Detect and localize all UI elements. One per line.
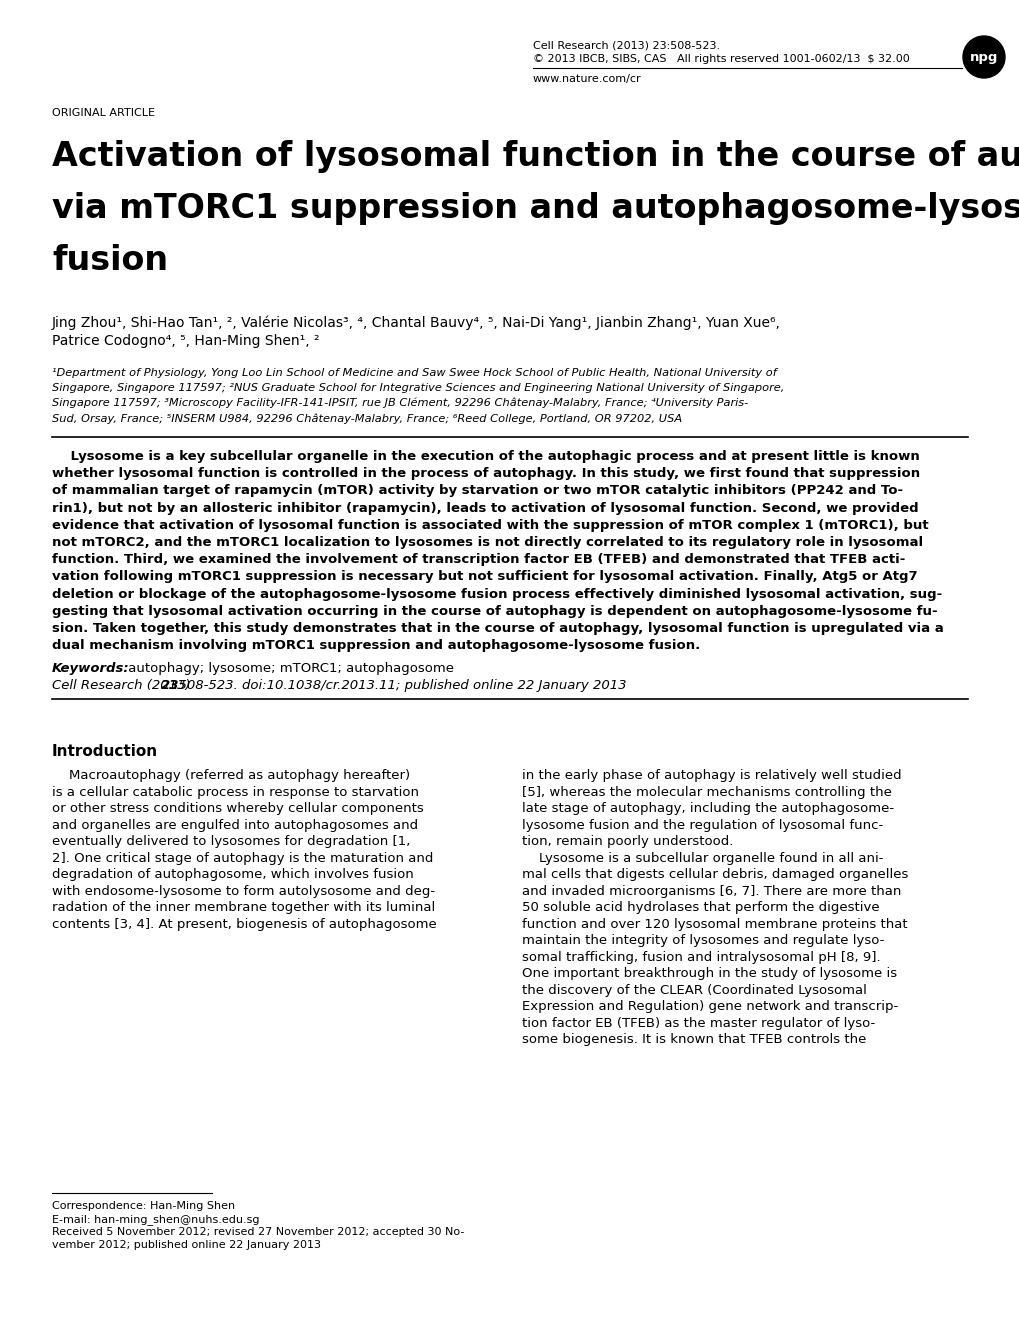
Text: with endosome-lysosome to form autolysosome and deg-: with endosome-lysosome to form autolysos… bbox=[52, 885, 435, 898]
Text: and organelles are engulfed into autophagosomes and: and organelles are engulfed into autopha… bbox=[52, 818, 418, 832]
Text: is a cellular catabolic process in response to starvation: is a cellular catabolic process in respo… bbox=[52, 786, 419, 798]
Text: lysosome fusion and the regulation of lysosomal func-: lysosome fusion and the regulation of ly… bbox=[522, 818, 882, 832]
Circle shape bbox=[962, 36, 1004, 77]
Text: Macroautophagy (referred as autophagy hereafter): Macroautophagy (referred as autophagy he… bbox=[52, 769, 410, 782]
Text: function. Third, we examined the involvement of transcription factor EB (TFEB) a: function. Third, we examined the involve… bbox=[52, 553, 905, 566]
Text: vember 2012; published online 22 January 2013: vember 2012; published online 22 January… bbox=[52, 1240, 321, 1250]
Text: sion. Taken together, this study demonstrates that in the course of autophagy, l: sion. Taken together, this study demonst… bbox=[52, 622, 943, 635]
Text: [5], whereas the molecular mechanisms controlling the: [5], whereas the molecular mechanisms co… bbox=[522, 786, 891, 798]
Text: Jing Zhou¹, Shi-Hao Tan¹, ², Valérie Nicolas³, ⁴, Chantal Bauvy⁴, ⁵, Nai-Di Yang: Jing Zhou¹, Shi-Hao Tan¹, ², Valérie Nic… bbox=[52, 315, 781, 330]
Text: or other stress conditions whereby cellular components: or other stress conditions whereby cellu… bbox=[52, 802, 423, 816]
Text: some biogenesis. It is known that TFEB controls the: some biogenesis. It is known that TFEB c… bbox=[522, 1033, 865, 1047]
Text: Lysosome is a subcellular organelle found in all ani-: Lysosome is a subcellular organelle foun… bbox=[522, 852, 882, 865]
Text: 2]. One critical stage of autophagy is the maturation and: 2]. One critical stage of autophagy is t… bbox=[52, 852, 433, 865]
Text: Received 5 November 2012; revised 27 November 2012; accepted 30 No-: Received 5 November 2012; revised 27 Nov… bbox=[52, 1227, 464, 1238]
Text: Keywords:: Keywords: bbox=[52, 662, 129, 676]
Text: contents [3, 4]. At present, biogenesis of autophagosome: contents [3, 4]. At present, biogenesis … bbox=[52, 918, 436, 930]
Text: radation of the inner membrane together with its luminal: radation of the inner membrane together … bbox=[52, 901, 435, 914]
Text: gesting that lysosomal activation occurring in the course of autophagy is depend: gesting that lysosomal activation occurr… bbox=[52, 605, 936, 618]
Text: 23: 23 bbox=[161, 680, 179, 693]
Text: late stage of autophagy, including the autophagosome-: late stage of autophagy, including the a… bbox=[522, 802, 894, 816]
Text: function and over 120 lysosomal membrane proteins that: function and over 120 lysosomal membrane… bbox=[522, 918, 907, 930]
Text: not mTORC2, and the mTORC1 localization to lysosomes is not directly correlated : not mTORC2, and the mTORC1 localization … bbox=[52, 535, 922, 549]
Text: fusion: fusion bbox=[52, 244, 168, 276]
Text: via mTORC1 suppression and autophagosome-lysosome: via mTORC1 suppression and autophagosome… bbox=[52, 192, 1019, 226]
Text: Activation of lysosomal function in the course of autophagy: Activation of lysosomal function in the … bbox=[52, 140, 1019, 174]
Text: www.nature.com/cr: www.nature.com/cr bbox=[533, 73, 641, 84]
Text: Cell Research (2013): Cell Research (2013) bbox=[52, 680, 195, 693]
Text: Introduction: Introduction bbox=[52, 745, 158, 760]
Text: maintain the integrity of lysosomes and regulate lyso-: maintain the integrity of lysosomes and … bbox=[522, 934, 883, 948]
Text: npg: npg bbox=[969, 51, 998, 64]
Text: Patrice Codogno⁴, ⁵, Han-Ming Shen¹, ²: Patrice Codogno⁴, ⁵, Han-Ming Shen¹, ² bbox=[52, 334, 319, 348]
Text: whether lysosomal function is controlled in the process of autophagy. In this st: whether lysosomal function is controlled… bbox=[52, 467, 919, 481]
Text: dual mechanism involving mTORC1 suppression and autophagosome-lysosome fusion.: dual mechanism involving mTORC1 suppress… bbox=[52, 639, 700, 653]
Text: tion factor EB (TFEB) as the master regulator of lyso-: tion factor EB (TFEB) as the master regu… bbox=[522, 1017, 874, 1029]
Text: Cell Research (2013) 23:508-523.: Cell Research (2013) 23:508-523. bbox=[533, 40, 719, 49]
Text: evidence that activation of lysosomal function is associated with the suppressio: evidence that activation of lysosomal fu… bbox=[52, 519, 927, 531]
Text: degradation of autophagosome, which involves fusion: degradation of autophagosome, which invo… bbox=[52, 868, 414, 881]
Text: eventually delivered to lysosomes for degradation [1,: eventually delivered to lysosomes for de… bbox=[52, 836, 410, 849]
Text: Expression and Regulation) gene network and transcrip-: Expression and Regulation) gene network … bbox=[522, 1000, 898, 1013]
Text: Sud, Orsay, France; ⁵INSERM U984, 92296 Châtenay-Malabry, France; ⁶Reed College,: Sud, Orsay, France; ⁵INSERM U984, 92296 … bbox=[52, 413, 682, 423]
Text: Correspondence: Han-Ming Shen: Correspondence: Han-Ming Shen bbox=[52, 1202, 235, 1211]
Text: rin1), but not by an allosteric inhibitor (rapamycin), leads to activation of ly: rin1), but not by an allosteric inhibito… bbox=[52, 502, 918, 514]
Text: somal trafficking, fusion and intralysosomal pH [8, 9].: somal trafficking, fusion and intralysos… bbox=[522, 951, 879, 964]
Text: tion, remain poorly understood.: tion, remain poorly understood. bbox=[522, 836, 733, 849]
Text: deletion or blockage of the autophagosome-lysosome fusion process effectively di: deletion or blockage of the autophagosom… bbox=[52, 587, 942, 601]
Text: 50 soluble acid hydrolases that perform the digestive: 50 soluble acid hydrolases that perform … bbox=[522, 901, 878, 914]
Text: © 2013 IBCB, SIBS, CAS   All rights reserved 1001-0602/13  $ 32.00: © 2013 IBCB, SIBS, CAS All rights reserv… bbox=[533, 53, 909, 64]
Text: in the early phase of autophagy is relatively well studied: in the early phase of autophagy is relat… bbox=[522, 769, 901, 782]
Text: autophagy; lysosome; mTORC1; autophagosome: autophagy; lysosome; mTORC1; autophagoso… bbox=[124, 662, 453, 676]
Text: Singapore, Singapore 117597; ²NUS Graduate School for Integrative Sciences and E: Singapore, Singapore 117597; ²NUS Gradua… bbox=[52, 383, 784, 392]
Text: ¹Department of Physiology, Yong Loo Lin School of Medicine and Saw Swee Hock Sch: ¹Department of Physiology, Yong Loo Lin … bbox=[52, 368, 776, 378]
Text: E-mail: han-ming_shen@nuhs.edu.sg: E-mail: han-ming_shen@nuhs.edu.sg bbox=[52, 1214, 259, 1226]
Text: mal cells that digests cellular debris, damaged organelles: mal cells that digests cellular debris, … bbox=[522, 868, 908, 881]
Text: Singapore 117597; ³Microscopy Facility-IFR-141-IPSIT, rue JB Clément, 92296 Chât: Singapore 117597; ³Microscopy Facility-I… bbox=[52, 398, 748, 409]
Text: of mammalian target of rapamycin (mTOR) activity by starvation or two mTOR catal: of mammalian target of rapamycin (mTOR) … bbox=[52, 485, 902, 498]
Text: ORIGINAL ARTICLE: ORIGINAL ARTICLE bbox=[52, 108, 155, 117]
Text: :508-523. doi:10.1038/cr.2013.11; published online 22 January 2013: :508-523. doi:10.1038/cr.2013.11; publis… bbox=[173, 680, 626, 693]
Text: and invaded microorganisms [6, 7]. There are more than: and invaded microorganisms [6, 7]. There… bbox=[522, 885, 901, 898]
Text: Lysosome is a key subcellular organelle in the execution of the autophagic proce: Lysosome is a key subcellular organelle … bbox=[52, 450, 919, 463]
Text: the discovery of the CLEAR (Coordinated Lysosomal: the discovery of the CLEAR (Coordinated … bbox=[522, 984, 866, 997]
Text: vation following mTORC1 suppression is necessary but not sufficient for lysosoma: vation following mTORC1 suppression is n… bbox=[52, 570, 917, 583]
Text: One important breakthrough in the study of lysosome is: One important breakthrough in the study … bbox=[522, 968, 897, 980]
